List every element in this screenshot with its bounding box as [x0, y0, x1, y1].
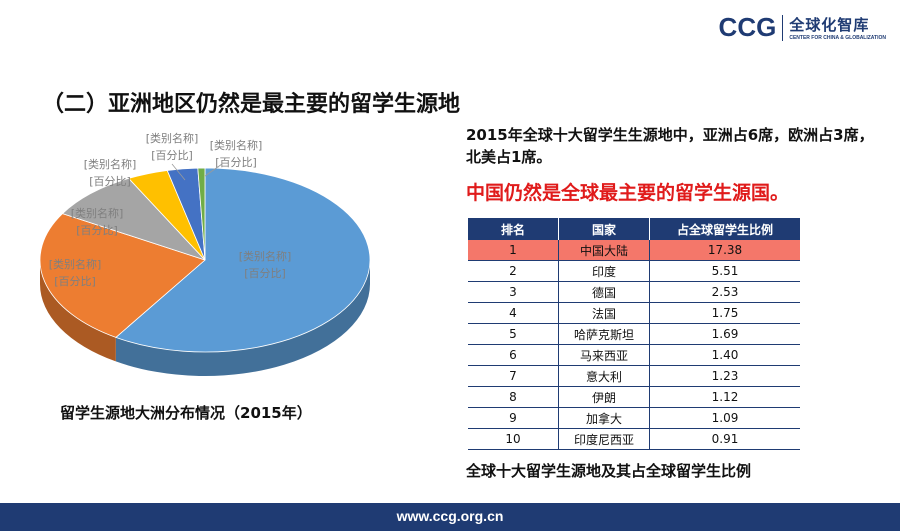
table-row: 7 意大利 1.23 — [468, 365, 800, 387]
table-row: 3 德国 2.53 — [468, 281, 800, 303]
country-cell: 意大利 — [558, 365, 650, 387]
slide-title: （二）亚洲地区仍然是最主要的留学生源地 — [42, 92, 461, 117]
table-caption: 全球十大留学生源地及其占全球留学生比例 — [466, 462, 752, 480]
pie-slice-percent-label: [百分比] — [89, 175, 131, 188]
rank-cell: 2 — [468, 260, 559, 282]
pie-slice — [197, 167, 206, 261]
pie-slice-percent-label: [百分比] — [151, 149, 193, 162]
rank-cell: 7 — [468, 365, 559, 387]
table-row: 4 法国 1.75 — [468, 302, 800, 324]
pie-slice — [39, 213, 206, 338]
share-cell: 1.69 — [649, 323, 800, 345]
table-row: 10 印度尼西亚 0.91 — [468, 428, 800, 450]
table-row: 9 加拿大 1.09 — [468, 407, 800, 429]
pie-slice-label: [类别名称] — [210, 138, 263, 152]
logo-cn: 全球化智库 — [789, 16, 870, 34]
ccg-logo: CCG 全球化智库 CENTER FOR CHINA & GLOBALIZATI… — [719, 12, 886, 43]
share-cell: 1.75 — [649, 302, 800, 324]
footer-bar: www.ccg.org.cn — [0, 503, 900, 531]
footer-url: www.ccg.org.cn — [396, 508, 504, 524]
logo-mark: CCG — [718, 12, 777, 42]
rank-cell: 4 — [468, 302, 559, 324]
logo-divider — [782, 14, 784, 41]
table-row: 2 印度 5.51 — [468, 260, 800, 282]
pie-caption: 留学生源地大洲分布情况（2015年） — [60, 404, 312, 422]
leader-line — [171, 163, 186, 181]
country-cell: 德国 — [558, 281, 650, 303]
share-cell: 1.23 — [649, 365, 800, 387]
table-row: 1 中国大陆 17.38 — [468, 240, 800, 261]
header-rank: 排名 — [468, 218, 559, 240]
share-cell: 5.51 — [649, 260, 800, 282]
country-cell: 中国大陆 — [558, 240, 650, 261]
summary-text: 2015年全球十大留学生生源地中，亚洲占6席，欧洲占3席，北美占1席。 — [466, 126, 874, 166]
header-country: 国家 — [558, 218, 650, 240]
country-cell: 印度 — [558, 260, 650, 282]
pie-slice-label: [类别名称] — [84, 157, 137, 171]
country-cell: 加拿大 — [558, 407, 650, 429]
rank-cell: 1 — [468, 240, 559, 261]
pie-slice-label: [类别名称] — [239, 249, 292, 263]
country-cell: 印度尼西亚 — [558, 428, 650, 450]
pie-slice-percent-label: [百分比] — [215, 156, 257, 169]
header-share: 占全球留学生比例 — [649, 218, 800, 240]
table-row: 8 伊朗 1.12 — [468, 386, 800, 408]
pie-slice-label: [类别名称] — [49, 257, 102, 271]
share-cell: 0.91 — [649, 428, 800, 450]
pie-slice-side — [115, 260, 370, 376]
table-header-row: 排名 国家 占全球留学生比例 — [468, 218, 800, 240]
share-cell: 1.12 — [649, 386, 800, 408]
country-cell: 马来西亚 — [558, 344, 650, 366]
pie-chart: [类别名称] [百分比] [类别名称] [百分比] [类别名称] [百分比] [类别名称] [… — [39, 131, 371, 376]
pie-slice-side — [40, 260, 116, 362]
pie-slice-percent-label: [百分比] — [76, 224, 118, 237]
rank-cell: 5 — [468, 323, 559, 345]
pie-slice-percent-label: [百分比] — [54, 275, 96, 288]
leader-line — [204, 163, 223, 177]
rank-cell: 6 — [468, 344, 559, 366]
logo-text: 全球化智库 CENTER FOR CHINA & GLOBALIZATION — [789, 14, 886, 41]
rank-cell: 8 — [468, 386, 559, 408]
pie-slice — [115, 167, 371, 353]
rank-cell: 3 — [468, 281, 559, 303]
table-row: 5 哈萨克斯坦 1.69 — [468, 323, 800, 345]
rank-cell: 10 — [468, 428, 559, 450]
country-cell: 哈萨克斯坦 — [558, 323, 650, 345]
pie-slice — [61, 177, 206, 261]
country-cell: 伊朗 — [558, 386, 650, 408]
logo-en: CENTER FOR CHINA & GLOBALIZATION — [789, 35, 886, 41]
rank-cell: 9 — [468, 407, 559, 429]
share-cell: 17.38 — [649, 240, 800, 261]
share-cell: 1.40 — [649, 344, 800, 366]
pie-slice-percent-label: [百分比] — [244, 267, 286, 280]
highlight-text: 中国仍然是全球最主要的留学生源国。 — [466, 182, 790, 204]
table-row: 6 马来西亚 1.40 — [468, 344, 800, 366]
share-cell: 2.53 — [649, 281, 800, 303]
country-cell: 法国 — [558, 302, 650, 324]
pie-slice-label: [类别名称] — [71, 206, 124, 220]
pie-chart-container: [类别名称] [百分比] [类别名称] [百分比] [类别名称] [百分比] [类别名称] [… — [0, 120, 440, 410]
pie-slice-label: [类别名称] — [146, 131, 199, 145]
share-cell: 1.09 — [649, 407, 800, 429]
ranking-table: 排名 国家 占全球留学生比例 1 中国大陆 17.38 2 印度 5.51 3 德国 2.53 4… — [468, 218, 800, 450]
